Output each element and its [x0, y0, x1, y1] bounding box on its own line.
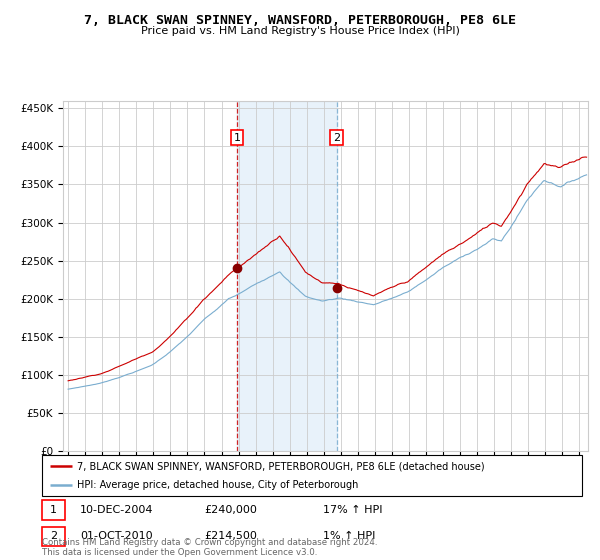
Text: £214,500: £214,500 — [204, 531, 257, 542]
Text: Contains HM Land Registry data © Crown copyright and database right 2024.
This d: Contains HM Land Registry data © Crown c… — [42, 538, 377, 557]
Bar — [42, 500, 65, 520]
Text: 17% ↑ HPI: 17% ↑ HPI — [323, 505, 382, 515]
Text: 7, BLACK SWAN SPINNEY, WANSFORD, PETERBOROUGH, PE8 6LE: 7, BLACK SWAN SPINNEY, WANSFORD, PETERBO… — [84, 14, 516, 27]
Text: HPI: Average price, detached house, City of Peterborough: HPI: Average price, detached house, City… — [77, 480, 358, 489]
Text: 01-OCT-2010: 01-OCT-2010 — [80, 531, 152, 542]
Text: Price paid vs. HM Land Registry's House Price Index (HPI): Price paid vs. HM Land Registry's House … — [140, 26, 460, 36]
Text: 2: 2 — [50, 531, 57, 542]
Text: 1: 1 — [234, 133, 241, 143]
Text: 10-DEC-2004: 10-DEC-2004 — [80, 505, 154, 515]
Text: 1% ↑ HPI: 1% ↑ HPI — [323, 531, 375, 542]
Text: 1: 1 — [50, 505, 57, 515]
Bar — [42, 526, 65, 547]
Text: 7, BLACK SWAN SPINNEY, WANSFORD, PETERBOROUGH, PE8 6LE (detached house): 7, BLACK SWAN SPINNEY, WANSFORD, PETERBO… — [77, 461, 485, 471]
Text: £240,000: £240,000 — [204, 505, 257, 515]
Text: 2: 2 — [333, 133, 340, 143]
Bar — [237, 101, 337, 451]
